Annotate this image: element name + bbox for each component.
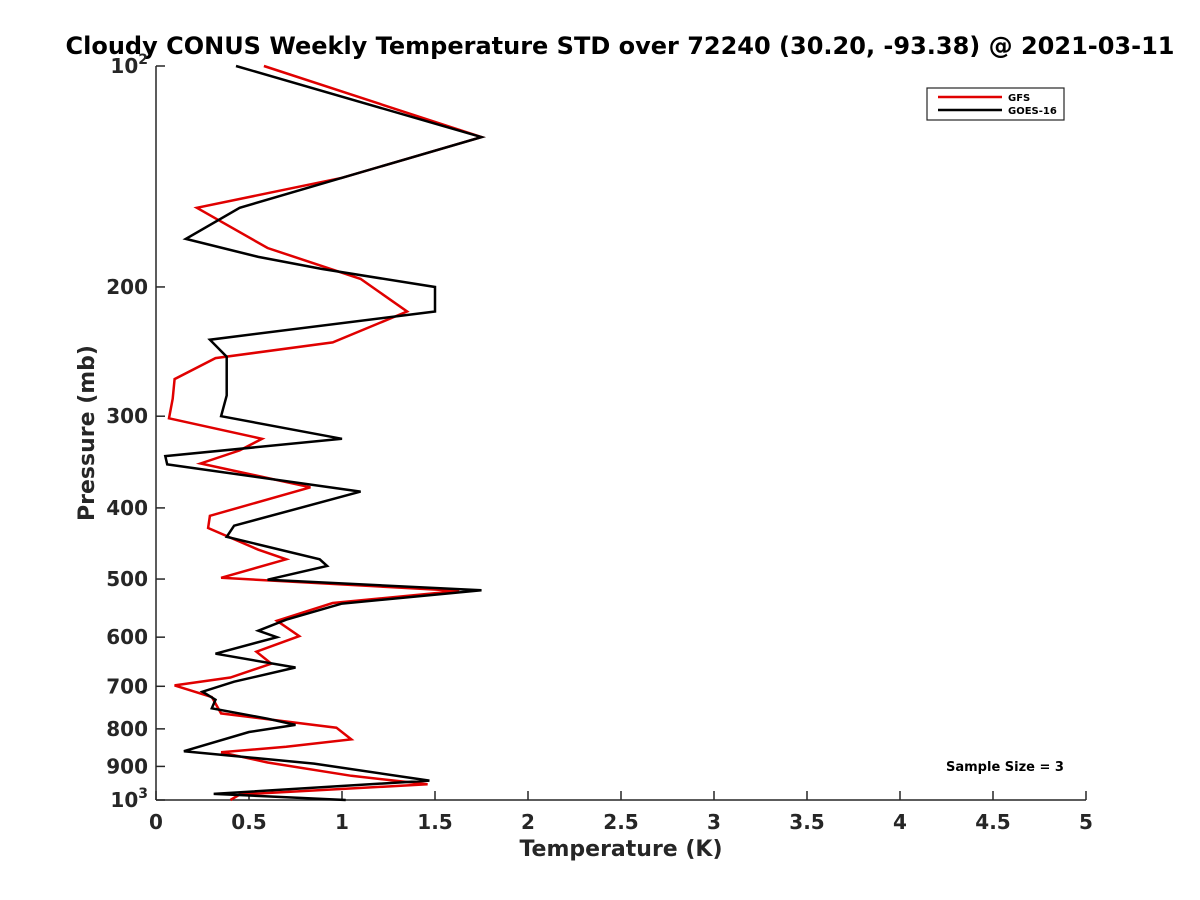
- y-ticks: 102 200 300 400 500 600 700 800 900 103: [106, 52, 165, 812]
- y-axis-label: Pressure (mb): [75, 345, 100, 521]
- x-tick-label: 4.5: [975, 810, 1010, 834]
- x-tick-label: 0.5: [231, 810, 266, 834]
- y-tick-label: 700: [106, 674, 148, 698]
- x-tick-label: 1: [335, 810, 349, 834]
- y-tick-label: 400: [106, 496, 148, 520]
- x-tick-label: 2: [521, 810, 535, 834]
- y-tick-label: 900: [106, 754, 148, 778]
- x-ticks: 0 0.5 1 1.5 2 2.5 3 3.5 4 4.5 5: [149, 791, 1093, 834]
- legend-label-gfs: GFS: [1008, 93, 1030, 104]
- y-tick-label: 103: [110, 786, 148, 812]
- y-tick-label: 300: [106, 404, 148, 428]
- series-line-goes16: [163, 64, 486, 802]
- legend-box: [926, 87, 1065, 121]
- legend-label-goes16: GOES-16: [1008, 106, 1057, 117]
- legend: GFS GOES-16: [926, 87, 1065, 121]
- x-tick-label: 0: [149, 810, 163, 834]
- series-line-gfs: [167, 64, 486, 802]
- chart-title: Cloudy CONUS Weekly Temperature STD over…: [66, 32, 1175, 60]
- x-tick-label: 2.5: [603, 810, 638, 834]
- axes: [155, 66, 1086, 801]
- sample-size-annotation: Sample Size = 3: [946, 760, 1064, 775]
- series-layer: [163, 64, 486, 802]
- x-tick-label: 3.5: [789, 810, 824, 834]
- y-tick-label: 600: [106, 625, 148, 649]
- y-tick-label: 200: [106, 275, 148, 299]
- x-tick-label: 4: [893, 810, 907, 834]
- x-tick-label: 5: [1079, 810, 1093, 834]
- y-tick-label: 102: [110, 52, 148, 78]
- x-axis-label: Temperature (K): [519, 837, 722, 862]
- x-tick-label: 1.5: [417, 810, 452, 834]
- y-tick-label: 500: [106, 567, 148, 591]
- x-tick-label: 3: [707, 810, 721, 834]
- y-tick-label: 800: [106, 717, 148, 741]
